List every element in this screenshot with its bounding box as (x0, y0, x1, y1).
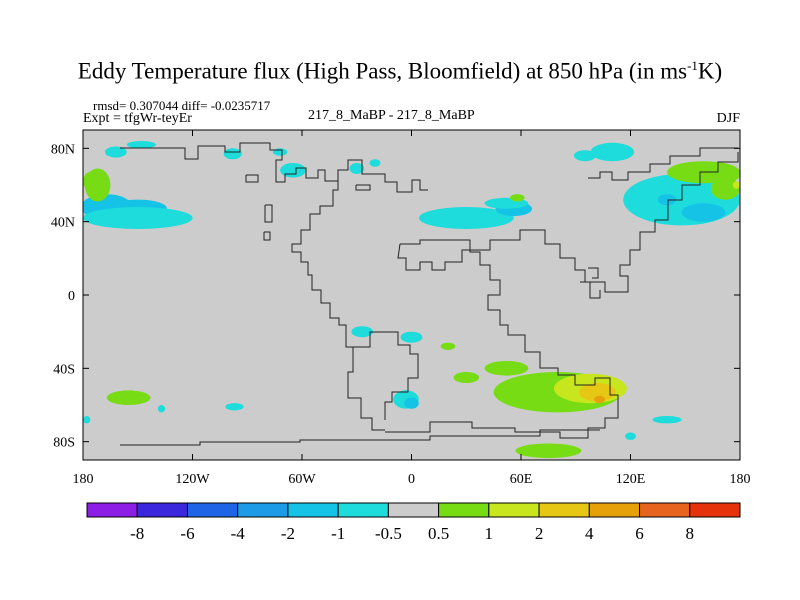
colorbar-swatch-3 (237, 502, 289, 518)
colorbar-label: 1 (485, 524, 494, 543)
contour-region-10 (272, 148, 288, 156)
colorbar-swatch-10 (588, 502, 641, 518)
colorbar-label: 2 (535, 524, 544, 543)
contour-region-28 (83, 416, 91, 424)
contour-region-13 (418, 207, 514, 229)
colorbar-swatch-6 (387, 502, 440, 518)
coastline-arctic-asia (588, 147, 738, 181)
coastline-eurasia-south (385, 239, 619, 439)
x-tick-label: 120E (616, 472, 646, 487)
contour-region-11 (349, 163, 365, 174)
colorbar-swatch-4 (287, 502, 339, 518)
contour-region-9 (280, 163, 306, 178)
y-tick-label: 80S (53, 436, 75, 451)
coastline-greenland (325, 159, 428, 193)
coastline-south-america-east (353, 331, 419, 420)
colorbar-swatch-2 (186, 502, 239, 518)
title-units-end: K) (697, 58, 723, 84)
colorbar-swatch-0 (86, 502, 138, 518)
contour-region-18 (574, 150, 596, 162)
x-tick-label: 0 (408, 472, 415, 487)
contour-region-5 (83, 172, 98, 191)
contour-region-42 (652, 416, 682, 424)
y-tick-label: 80N (51, 142, 75, 157)
contour-region-12 (369, 159, 381, 167)
experiment-label: Expt = tfgWr-teyEr (83, 111, 192, 126)
contour-region-24 (721, 166, 740, 182)
contour-region-36 (515, 443, 582, 459)
x-tick-label: 180 (73, 472, 94, 487)
coastline-japan (588, 267, 599, 279)
coastline-americas (120, 142, 385, 431)
contour-region-26 (106, 390, 151, 406)
contour-region-38 (579, 383, 616, 402)
title-superscript: -1 (687, 58, 698, 73)
x-tick-label: 120W (175, 472, 210, 487)
contour-region-25 (732, 181, 740, 189)
contour-region-17 (590, 142, 635, 162)
contour-region-8 (223, 148, 242, 160)
colorbar-label: 8 (686, 524, 695, 543)
colorbar-label: -2 (281, 524, 295, 543)
coastline-baffin (355, 184, 371, 191)
contour-region-31 (400, 331, 423, 343)
season-label: DJF (716, 111, 740, 126)
colorbar-swatch-12 (689, 502, 741, 518)
colorbar-label: 4 (585, 524, 594, 543)
rmsd-diff-label: rmsd= 0.307044 diff= -0.0235717 (93, 98, 271, 113)
contour-region-21 (657, 194, 677, 206)
y-tick-label: 40S (53, 362, 75, 377)
x-tick-label: 180 (730, 472, 751, 487)
contour-region-43 (625, 432, 636, 440)
coastline-hudson (264, 204, 273, 223)
coastlines (120, 142, 739, 446)
contour-region-41 (404, 397, 419, 409)
contour-region-30 (351, 326, 374, 338)
colorbar-swatch-1 (136, 502, 188, 518)
colorbar-label: -6 (180, 524, 194, 543)
title-main: Eddy Temperature flux (High Pass, Bloomf… (77, 58, 688, 84)
colorbar-label: -4 (231, 524, 246, 543)
contour-region-34 (453, 372, 480, 383)
colorbar: -8 -6 -4 -2 -1 -0.5 0.5 1 2 4 6 8 (86, 502, 741, 543)
contour-region-33 (484, 361, 529, 376)
colorbar-label: -8 (130, 524, 144, 543)
colorbar-label: -1 (331, 524, 345, 543)
run-comparison-label: 217_8_MaBP - 217_8_MaBP (308, 108, 475, 123)
colorbar-swatch-5 (337, 502, 389, 518)
contour-fields (83, 141, 740, 459)
coastline-island-1 (245, 174, 259, 183)
contour-region-23 (710, 177, 740, 200)
axes: 180 120W 60W 0 60E 120E 180 80N 40N 0 40S 80S (51, 130, 751, 487)
contour-region-6 (104, 146, 127, 158)
colorbar-swatch-11 (639, 502, 691, 518)
contour-region-3 (83, 207, 193, 229)
contour-region-29 (225, 403, 244, 411)
contour-region-27 (157, 405, 166, 413)
colorbar-label: 0.5 (428, 524, 449, 543)
contour-region-39 (594, 395, 605, 404)
contour-region-16 (510, 194, 525, 202)
y-tick-label: 0 (68, 289, 75, 304)
coastline-eurasia-north (397, 152, 739, 293)
contour-region-7 (126, 141, 156, 149)
contour-region-20 (681, 203, 726, 222)
x-tick-label: 60E (510, 472, 533, 487)
coastline-antarctic-ring (120, 429, 600, 446)
chart-title: Eddy Temperature flux (High Pass, Bloomf… (0, 58, 800, 85)
x-tick-label: 60W (288, 472, 316, 487)
colorbar-label: 6 (635, 524, 644, 543)
colorbar-swatch-8 (488, 502, 540, 518)
colorbar-label: -0.5 (375, 524, 402, 543)
coastline-island-2 (263, 231, 271, 241)
y-tick-label: 40N (51, 216, 75, 231)
coastline-new-guinea (580, 281, 601, 299)
colorbar-swatch-9 (538, 502, 590, 518)
colorbar-swatch-7 (438, 502, 490, 518)
contour-region-32 (440, 342, 456, 350)
